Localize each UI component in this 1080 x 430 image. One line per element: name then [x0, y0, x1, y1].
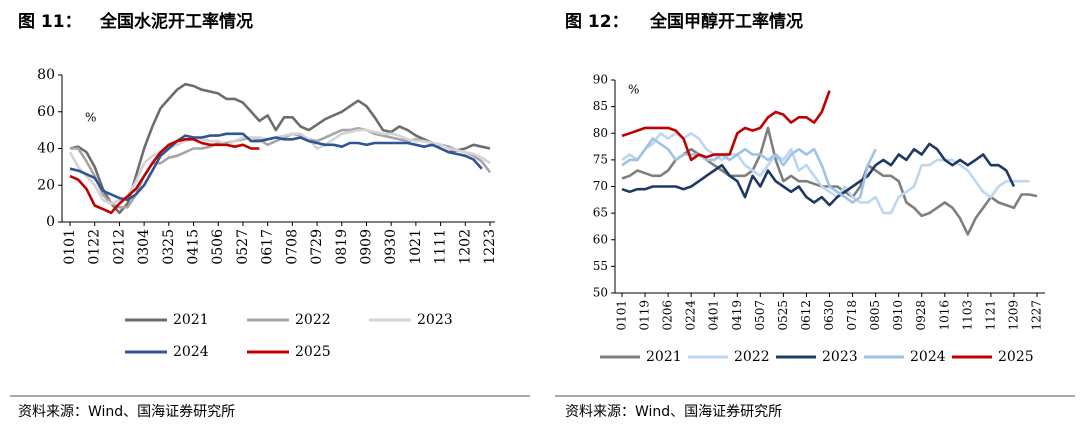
legend-label: 2024: [173, 344, 209, 360]
y-tick-label: 70: [593, 179, 608, 193]
x-tick-label: 0630: [822, 300, 836, 331]
x-tick-label: 0506: [210, 229, 226, 265]
source-note: 资料来源：Wind、国海证券研究所: [18, 404, 235, 420]
unit-label: %: [628, 83, 639, 97]
figure-label: 图 12：: [565, 12, 629, 32]
y-tick-label: 65: [593, 206, 608, 220]
x-tick-label: 1103: [960, 300, 974, 331]
x-tick-label: 0101: [615, 300, 629, 331]
series-line: [69, 138, 260, 215]
legend-label: 2021: [173, 312, 209, 328]
y-tick-label: 55: [593, 259, 608, 273]
series-line: [621, 90, 831, 162]
legend-label: 2022: [295, 312, 331, 328]
x-tick-label: 0617: [260, 229, 276, 265]
x-tick-label: 0401: [707, 300, 721, 331]
x-tick-label: 0525: [776, 300, 790, 331]
x-tick-label: 0304: [136, 229, 152, 265]
legend-label: 2024: [910, 349, 946, 365]
series-line: [69, 82, 491, 215]
x-tick-label: 0101: [62, 229, 78, 265]
unit-label: %: [85, 111, 96, 125]
x-tick-label: 1202: [457, 229, 473, 265]
chart-title: 全国水泥开工率情况: [99, 11, 253, 32]
x-tick-label: 0419: [730, 300, 744, 331]
y-tick-label: 60: [37, 104, 55, 120]
x-tick-label: 0805: [868, 300, 882, 331]
y-tick-label: 0: [46, 214, 55, 230]
legend-label: 2025: [998, 349, 1034, 365]
x-tick-label: 0928: [914, 300, 928, 331]
x-tick-label: 0930: [383, 229, 399, 265]
series-line: [621, 132, 1030, 215]
x-tick-label: 0909: [358, 229, 374, 265]
y-tick-label: 40: [37, 141, 55, 157]
x-tick-label: 0729: [309, 229, 325, 265]
x-tick-label: 0415: [186, 229, 202, 265]
source-note: 资料来源：Wind、国海证券研究所: [565, 404, 782, 420]
x-tick-label: 1223: [482, 229, 498, 265]
y-tick-label: 80: [593, 126, 608, 140]
x-tick-label: 0224: [684, 300, 698, 331]
x-tick-label: 1111: [433, 229, 449, 265]
x-tick-label: 1121: [983, 300, 997, 331]
x-tick-label: 0708: [284, 229, 300, 265]
figure-label: 图 11：: [18, 12, 82, 32]
x-tick-label: 0206: [661, 300, 675, 331]
y-tick-label: 75: [593, 152, 608, 166]
legend-label: 2021: [646, 349, 682, 365]
x-tick-label: 1209: [1006, 300, 1020, 331]
y-tick-label: 20: [37, 177, 55, 193]
series-line: [621, 137, 877, 204]
x-tick-label: 0122: [87, 229, 103, 265]
x-tick-label: 1016: [937, 300, 951, 331]
x-tick-label: 0119: [638, 300, 652, 331]
legend-label: 2025: [295, 344, 331, 360]
y-tick-label: 60: [593, 232, 608, 246]
legend-label: 2022: [734, 349, 770, 365]
x-tick-label: 1021: [408, 229, 424, 265]
y-tick-label: 80: [37, 67, 55, 83]
legend-label: 2023: [417, 312, 453, 328]
legend-label: 2023: [822, 349, 858, 365]
x-tick-label: 0507: [753, 300, 767, 331]
y-tick-label: 90: [593, 73, 608, 87]
series-line: [621, 142, 1016, 207]
x-tick-label: 0527: [235, 229, 251, 265]
x-tick-label: 0718: [845, 300, 859, 331]
x-tick-label: 0819: [334, 229, 350, 265]
y-tick-label: 85: [593, 99, 608, 113]
x-tick-label: 0612: [799, 300, 813, 331]
series-line: [69, 132, 483, 202]
chart-title: 全国甲醇开工率情况: [649, 11, 803, 32]
y-tick-label: 50: [593, 286, 608, 300]
x-tick-label: 0212: [111, 229, 127, 265]
series-line: [68, 128, 491, 205]
x-tick-label: 0325: [161, 229, 177, 265]
x-tick-label: 1227: [1030, 300, 1044, 331]
x-tick-label: 0910: [891, 300, 905, 331]
